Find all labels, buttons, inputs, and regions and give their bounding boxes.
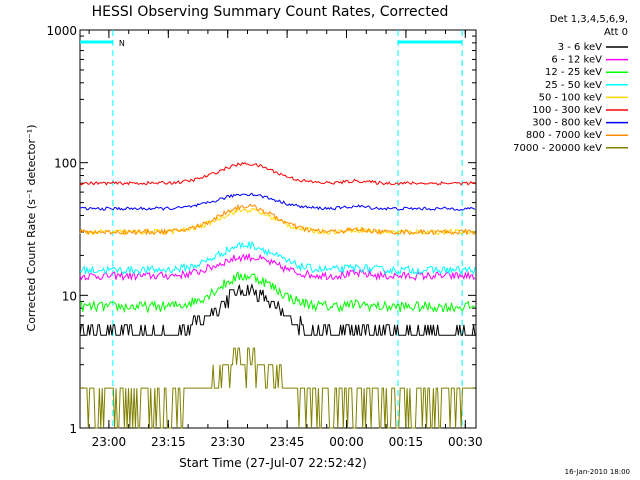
- series-line-1: [79, 253, 476, 281]
- series-line-3: [79, 241, 476, 276]
- plot-area: 1 10 100 1000 23:00 23:15 23:30 23:45 00:00 00:15…: [46, 24, 482, 449]
- x-tick-label: 00:00: [329, 435, 364, 449]
- y-tick-label: 1: [69, 422, 77, 436]
- y-tick-label: 1000: [46, 24, 77, 38]
- timestamp: 16-Jan-2010 18:00: [565, 468, 630, 476]
- night-marker-label: N: [119, 39, 125, 48]
- series-line-5: [79, 162, 476, 186]
- x-tick-label: 23:15: [151, 435, 186, 449]
- legend-label: 7000 - 20000 keV: [513, 143, 602, 154]
- x-tick-label: 23:45: [270, 435, 305, 449]
- x-tick-label: 00:30: [448, 435, 483, 449]
- legend-label: 3 - 6 keV: [558, 42, 602, 53]
- legend-label: 6 - 12 keV: [551, 55, 602, 66]
- legend-label: 12 - 25 keV: [545, 67, 602, 78]
- x-tick-label: 23:30: [210, 435, 245, 449]
- series-line-8: [80, 347, 475, 429]
- legend-label: 800 - 7000 keV: [526, 130, 602, 141]
- y-tick-label: 100: [54, 157, 77, 171]
- legend-header-line-1: Det 1,3,4,5,6,9,: [550, 14, 628, 25]
- legend-label: 100 - 300 keV: [532, 105, 602, 116]
- series-line-0: [79, 282, 476, 336]
- chart-title: HESSI Observing Summary Count Rates, Cor…: [92, 4, 449, 20]
- y-tick-label: 10: [62, 289, 77, 303]
- series-line-7: [79, 203, 476, 236]
- plot-frame: [79, 29, 477, 429]
- x-axis-label: Start Time (27-Jul-07 22:52:42): [179, 456, 367, 470]
- legend-label: 50 - 100 keV: [539, 92, 603, 103]
- legend-label: 300 - 800 keV: [532, 118, 602, 129]
- x-tick-label: 23:00: [92, 435, 127, 449]
- y-axis-label: Corrected Count Rate (s⁻¹ detector⁻¹): [25, 125, 38, 332]
- legend-label: 25 - 50 keV: [545, 80, 602, 91]
- legend-header-line-2: Att 0: [604, 27, 628, 38]
- series-line-6: [79, 192, 476, 211]
- x-tick-label: 00:15: [389, 435, 424, 449]
- series-line-2: [79, 271, 476, 314]
